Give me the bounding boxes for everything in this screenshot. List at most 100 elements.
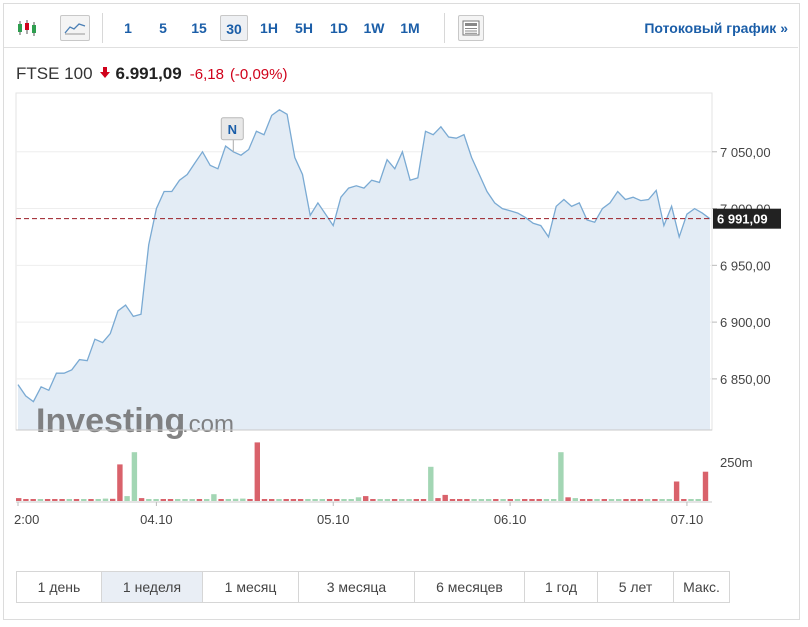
candlestick-icon[interactable] (14, 15, 40, 41)
volume-bar (673, 481, 680, 501)
volume-bar (565, 497, 571, 501)
chart-toolbar: 1 5 15 30 1H 5H 1D 1W 1M Потоковый графи… (4, 9, 798, 48)
instrument-name: FTSE 100 (16, 64, 93, 83)
volume-bar (225, 499, 231, 501)
volume-bar (601, 499, 607, 501)
volume-bar (326, 499, 333, 501)
period-1-day[interactable]: 1 день (17, 572, 102, 602)
volume-bar (334, 499, 340, 501)
volume-bar (485, 499, 492, 501)
volume-bar (66, 499, 72, 501)
volume-bar (391, 499, 398, 501)
volume-bar (543, 499, 550, 501)
volume-bar (428, 466, 434, 501)
volume-bar (138, 498, 145, 501)
volume-bar (73, 499, 80, 501)
price-change-percent: (-0,09%) (229, 65, 288, 83)
volume-bar (644, 499, 651, 501)
interval-1[interactable]: 1 (124, 20, 132, 36)
interval-1d[interactable]: 1D (330, 20, 348, 36)
period-3-months[interactable]: 3 месяца (299, 572, 415, 602)
volume-bar (471, 499, 477, 501)
period-5-years[interactable]: 5 лет (598, 572, 674, 602)
volume-bar (305, 499, 311, 501)
volume-bar (146, 499, 152, 501)
watermark-logo: Investing (36, 402, 185, 440)
period-1-year[interactable]: 1 год (525, 572, 598, 602)
volume-bar (420, 499, 427, 501)
period-selector: 1 день 1 неделя 1 месяц 3 месяца 6 месяц… (16, 571, 730, 603)
news-marker-label: N (228, 122, 237, 137)
volume-bar (587, 499, 593, 501)
volume-bar (659, 499, 665, 501)
period-6-months[interactable]: 6 месяцев (415, 572, 525, 602)
interval-1m[interactable]: 1M (400, 20, 420, 36)
y-axis: 6 850,006 900,006 950,007 000,007 050,00 (712, 145, 771, 387)
volume-bar (110, 498, 116, 501)
volume-bar (558, 452, 564, 501)
volume-bar (623, 499, 629, 501)
volume-bar (30, 499, 36, 501)
volume-bar (102, 498, 109, 501)
volume-bar (175, 499, 181, 501)
volume-bar (616, 499, 622, 501)
volume-bar (551, 499, 557, 501)
volume-bar (493, 499, 499, 501)
news-marker-box (220, 117, 244, 141)
volume-bar (666, 499, 672, 501)
area-chart-icon[interactable] (60, 15, 90, 41)
volume-bar (529, 499, 535, 501)
volume-bar (283, 499, 289, 501)
volume-bar (572, 498, 578, 501)
y-tick-label: 6 950,00 (720, 258, 771, 273)
interval-5h[interactable]: 5H (295, 20, 313, 36)
volume-bar (341, 499, 347, 501)
last-price-label: 6 991,09 (713, 208, 781, 229)
volume-bar (290, 499, 297, 501)
interval-1w[interactable]: 1W (363, 20, 385, 36)
quote-header: FTSE 100 6.991,09 -6,18 (-0,09%) (16, 63, 287, 85)
volume-bar (160, 499, 166, 501)
period-max[interactable]: Макс. (683, 579, 720, 595)
volume-bar (449, 499, 456, 501)
volume-bar (355, 497, 362, 501)
volume-bar (695, 499, 701, 501)
volume-bar (594, 499, 600, 501)
volume-bar (196, 499, 203, 501)
interval-15[interactable]: 15 (191, 20, 207, 36)
volume-bar (117, 464, 123, 501)
volume-bar (276, 499, 282, 501)
volume-bar (232, 498, 239, 501)
volume-bar (702, 471, 709, 501)
last-price: 6.991,09 (115, 64, 182, 83)
volume-bar (153, 499, 159, 501)
news-icon[interactable] (458, 15, 484, 41)
toolbar-separator (102, 13, 103, 43)
x-tick-label: 07.10 (671, 512, 704, 527)
period-1-month[interactable]: 1 месяц (203, 572, 299, 602)
interval-30[interactable]: 30 (220, 15, 248, 41)
volume-bar (442, 494, 448, 501)
price-line (17, 109, 711, 403)
volume-bar (478, 499, 485, 501)
y-tick-label: 6 850,00 (720, 372, 771, 387)
x-tick-label: 05.10 (317, 512, 350, 527)
volume-bar (319, 499, 325, 501)
interval-5[interactable]: 5 (159, 20, 167, 36)
volume-bar (211, 494, 217, 501)
volume-bar (59, 499, 65, 501)
last-price-box (713, 208, 781, 229)
volume-bar (688, 499, 694, 501)
volume-bar (681, 499, 687, 501)
volume-bar (297, 499, 304, 501)
streaming-chart-link[interactable]: Потоковый график » (644, 20, 788, 36)
volume-bar (312, 499, 318, 501)
period-1-week[interactable]: 1 неделя (102, 572, 203, 602)
volume-bar (204, 499, 210, 501)
y-tick-label: 6 900,00 (720, 315, 771, 330)
volume-bar (608, 499, 615, 501)
volume-bar (218, 499, 224, 501)
interval-1h[interactable]: 1H (260, 20, 278, 36)
